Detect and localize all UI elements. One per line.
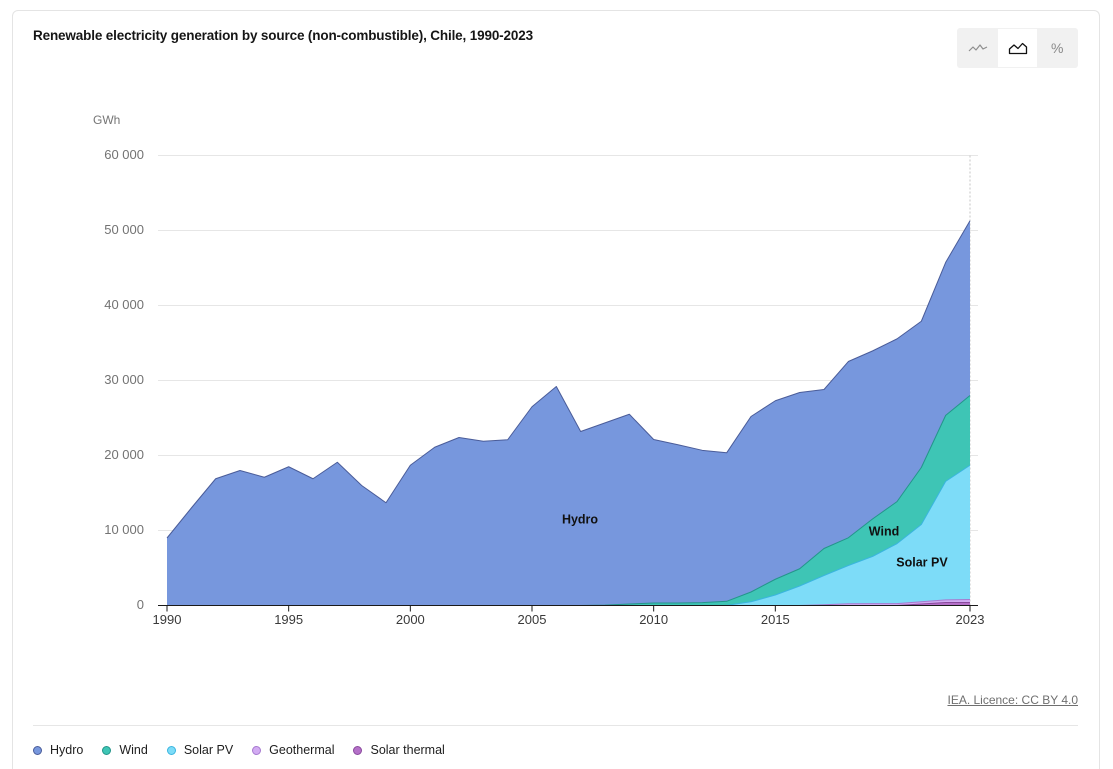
area-hydro xyxy=(167,220,970,606)
area-chart-icon xyxy=(1008,42,1027,55)
area-chart-icon-outline xyxy=(1008,42,1027,55)
area-label-solar-pv: Solar PV xyxy=(896,555,948,569)
legend-item-geothermal[interactable]: Geothermal xyxy=(252,743,334,757)
y-tick-label: 20 000 xyxy=(104,447,144,462)
y-tick-label: 60 000 xyxy=(104,147,144,162)
area-label-wind: Wind xyxy=(869,524,899,538)
label-layer: GWh Hydro Wind Solar PV xyxy=(93,113,948,569)
y-tick-label: 0 xyxy=(137,597,144,612)
legend-label-geothermal: Geothermal xyxy=(269,743,335,757)
area-edge-hydro xyxy=(166,220,971,539)
legend-item-solar-pv[interactable]: Solar PV xyxy=(166,743,234,757)
legend: Hydro Wind Solar PV Geothermal Solar the… xyxy=(33,741,464,759)
y-tick-label: 10 000 xyxy=(104,522,144,537)
axis-layer: 0 10 000 20 000 30 000 40 000 50 000 60 000 199… xyxy=(104,147,984,627)
percent-view-button[interactable]: % xyxy=(1037,29,1077,67)
area-geothermal xyxy=(167,599,970,606)
area-view-button[interactable] xyxy=(997,29,1038,67)
x-tick-label: 1990 xyxy=(153,612,182,627)
line-chart-icon-stroke xyxy=(968,44,988,52)
legend-swatch-geothermal xyxy=(252,745,262,755)
y-tick-label: 40 000 xyxy=(104,297,144,312)
legend-divider xyxy=(33,725,1078,726)
y-axis-unit-label: GWh xyxy=(93,113,120,127)
percent-icon: % xyxy=(1050,40,1064,56)
license-link[interactable]: IEA. Licence: CC BY 4.0 xyxy=(947,693,1078,707)
stacked-area-chart: 0 10 000 20 000 30 000 40 000 50 000 60 000 199… xyxy=(93,113,984,627)
legend-swatch-hydro xyxy=(33,745,42,755)
legend-swatch-solar-thermal xyxy=(353,745,363,755)
x-tick-label: 1995 xyxy=(274,612,303,627)
x-tick-label: 2010 xyxy=(639,612,668,627)
x-tick-label: 2000 xyxy=(396,612,425,627)
x-tick-label: 2023 xyxy=(956,612,985,627)
area-label-hydro: Hydro xyxy=(562,512,598,526)
area-layer xyxy=(166,220,971,606)
chart-view-toggle: % xyxy=(957,28,1078,68)
legend-label-solar-thermal: Solar thermal xyxy=(370,743,445,757)
legend-swatch-solar-pv xyxy=(166,745,176,755)
line-chart-icon xyxy=(968,44,988,52)
x-tick-label: 2015 xyxy=(761,612,790,627)
x-tick-label: 2005 xyxy=(518,612,547,627)
y-tick-label: 30 000 xyxy=(104,372,144,387)
legend-item-hydro[interactable]: Hydro xyxy=(33,743,83,757)
legend-swatch-wind xyxy=(102,745,112,755)
legend-label-hydro: Hydro xyxy=(50,743,84,757)
area-solar-pv xyxy=(167,465,970,606)
chart-title: Renewable electricity generation by sour… xyxy=(33,28,533,43)
line-view-button[interactable] xyxy=(958,29,998,67)
legend-label-wind: Wind xyxy=(119,743,148,757)
legend-item-wind[interactable]: Wind xyxy=(102,743,148,757)
legend-item-solar-thermal[interactable]: Solar thermal xyxy=(353,743,445,757)
y-tick-label: 50 000 xyxy=(104,222,144,237)
legend-label-solar-pv: Solar PV xyxy=(183,743,234,757)
